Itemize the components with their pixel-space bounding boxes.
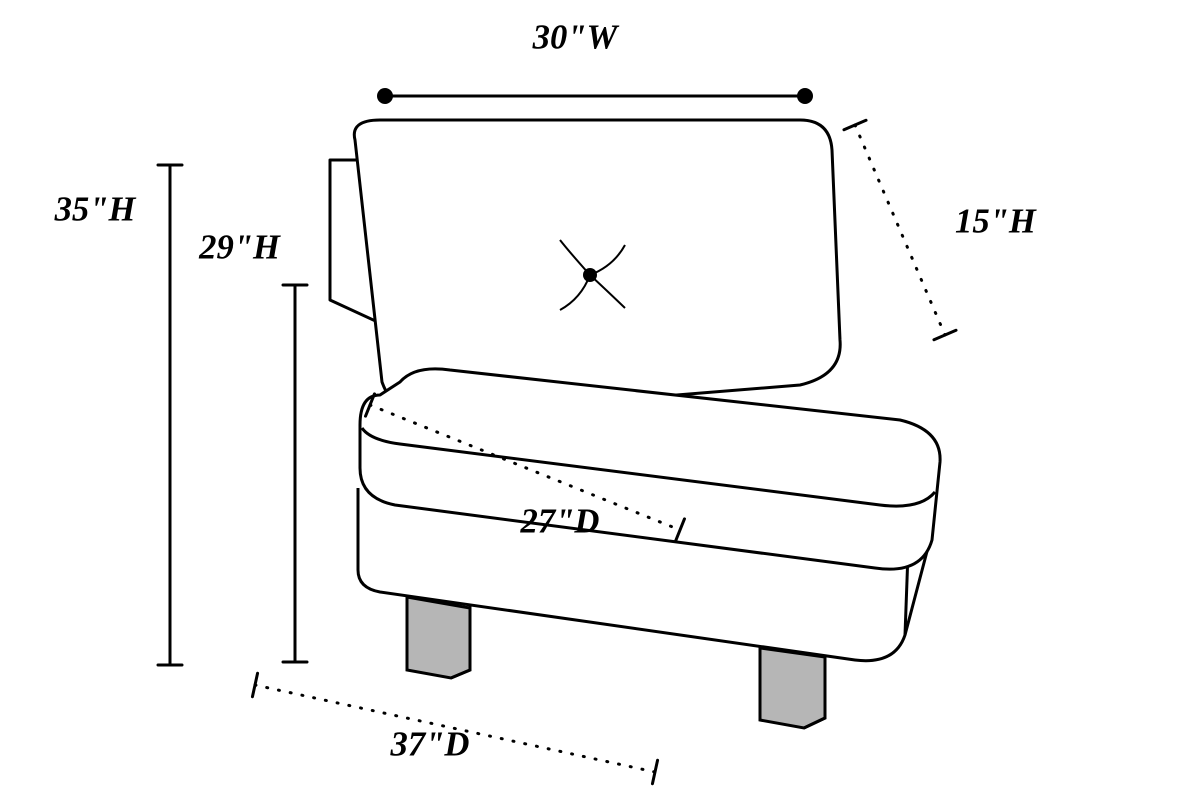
chair-tuft-button (583, 268, 597, 282)
label-seat_depth: 27"D (521, 503, 600, 542)
label-total_depth: 37"D (391, 726, 470, 765)
label-seat_height: 29"H (199, 229, 280, 268)
label-back_height: 15"H (955, 203, 1036, 242)
chair-leg-right (760, 648, 825, 728)
diagram-stage: 30"W 35"H 29"H 15"H 27"D 37"D (0, 0, 1200, 800)
chair-leg-left (407, 597, 470, 678)
dim-width (377, 88, 813, 104)
dim-total_height (158, 165, 182, 665)
dim-back_height (844, 120, 956, 339)
label-width: 30"W (533, 19, 618, 58)
dim-seat_height (283, 285, 307, 662)
chair (330, 120, 940, 728)
diagram-svg (0, 0, 1200, 800)
label-total_height: 35"H (55, 191, 136, 230)
